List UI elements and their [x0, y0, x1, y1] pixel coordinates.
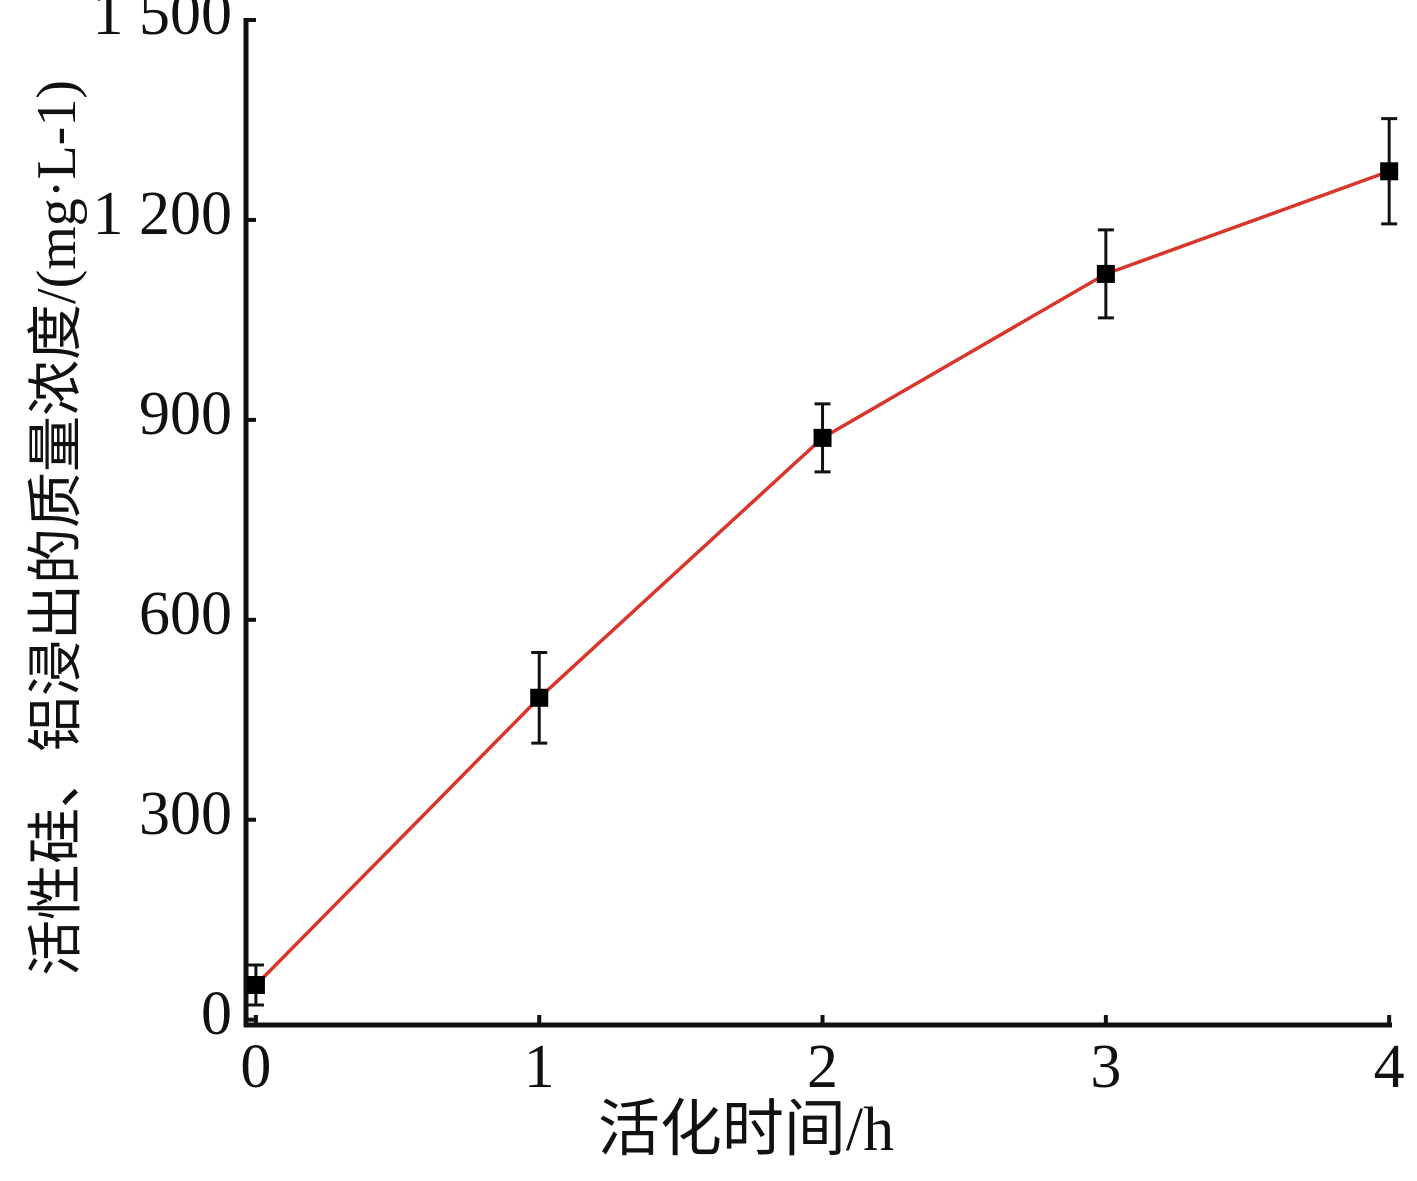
x-tick-label: 2 — [807, 1033, 838, 1101]
y-tick-label: 300 — [139, 780, 232, 848]
y-tick-label: 1 200 — [93, 180, 233, 248]
marker — [813, 428, 832, 447]
marker — [246, 976, 265, 995]
y-tick-label: 0 — [201, 980, 232, 1048]
y-axis-label: 活性硅、铝浸出的质量浓度/(mg·L-1) — [26, 80, 88, 976]
y-tick-label: 900 — [139, 380, 232, 448]
x-tick-label: 1 — [524, 1033, 555, 1101]
x-tick-label: 3 — [1090, 1033, 1121, 1101]
marker — [1380, 162, 1399, 181]
x-tick-label: 0 — [240, 1033, 271, 1101]
marker — [530, 688, 549, 707]
x-axis-label: 活化时间/h — [598, 1096, 894, 1164]
marker — [1096, 264, 1115, 283]
y-tick-label: 600 — [139, 580, 232, 648]
y-tick-label: 1 500 — [93, 0, 233, 48]
x-tick-label: 4 — [1374, 1033, 1405, 1101]
data-line — [254, 169, 1390, 987]
